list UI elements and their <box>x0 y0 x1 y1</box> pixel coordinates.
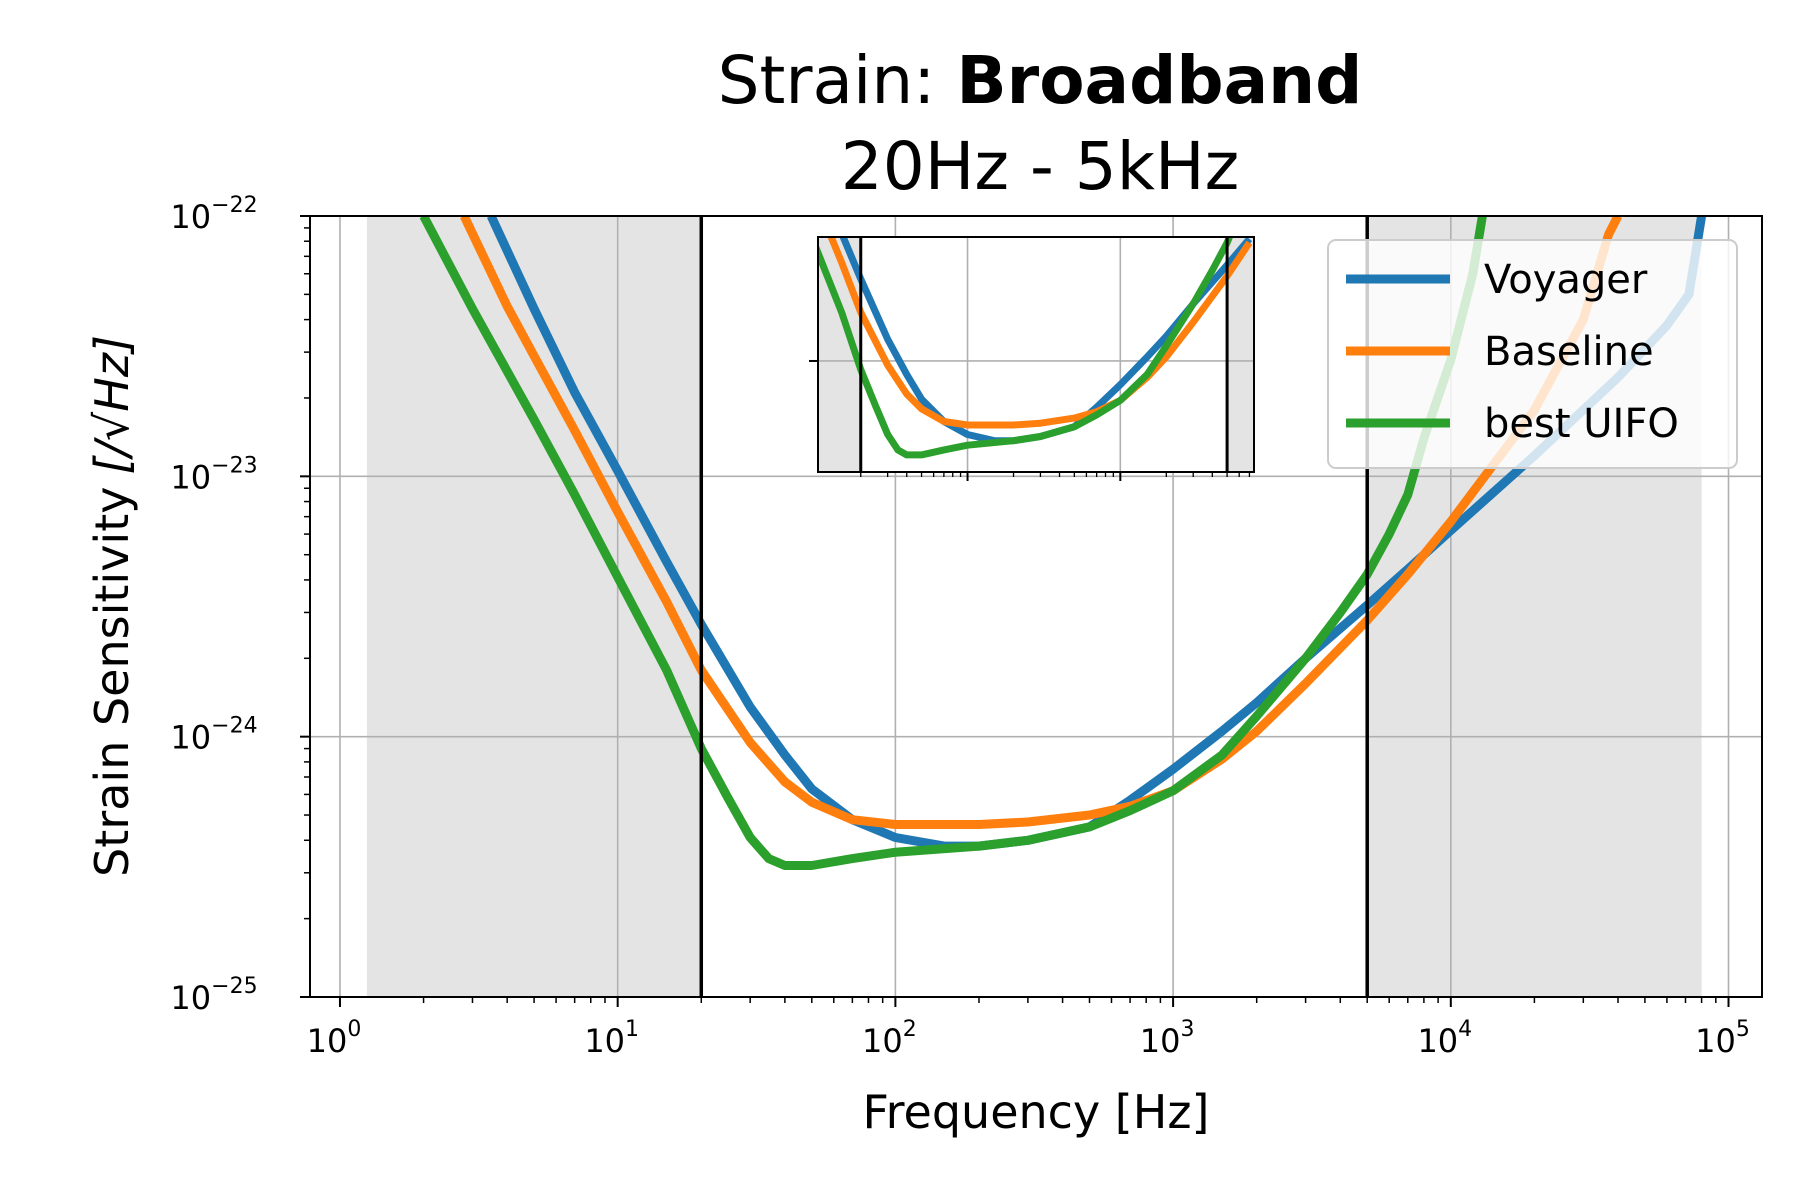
x-tick-base: 10 <box>1417 1022 1458 1060</box>
x-tick-exponent: 1 <box>625 1017 639 1042</box>
inset-series-line-baseline <box>827 237 1253 429</box>
y-tick-base: 10 <box>170 979 211 1017</box>
title-bold: Broadband <box>956 42 1362 119</box>
x-axis-ticks: 100 101 102 103 104 105 <box>307 997 1750 1060</box>
title-line-1: Strain: Broadband <box>718 42 1363 119</box>
y-tick-exponent: −23 <box>211 453 257 478</box>
legend-box <box>1327 239 1738 469</box>
x-tick-exponent: 5 <box>1736 1017 1750 1042</box>
y-tick-label: 10−25 <box>170 974 257 1017</box>
inset-frame <box>817 236 1255 473</box>
x-tick-base: 10 <box>584 1022 625 1060</box>
x-tick-exponent: 0 <box>347 1017 361 1042</box>
inset-series-line-best-uifo <box>818 237 1234 459</box>
x-tick-base: 10 <box>307 1022 348 1060</box>
y-axis-label: Strain Sensitivity [/√Hz] <box>85 335 139 877</box>
x-tick-label: 100 <box>307 1017 362 1060</box>
x-tick-exponent: 3 <box>1180 1017 1194 1042</box>
x-tick-base: 10 <box>1140 1022 1181 1060</box>
title-prefix: Strain: <box>718 42 957 119</box>
x-tick-label: 104 <box>1417 1017 1472 1060</box>
title-line-2: 20Hz - 5kHz <box>841 128 1240 205</box>
legend: Voyager Baseline best UIFO <box>1327 239 1738 469</box>
inset-shaded-region-0 <box>818 237 861 472</box>
legend-label-1: Baseline <box>1484 329 1654 375</box>
inset-zoom-plot <box>809 236 1255 481</box>
y-tick-exponent: −25 <box>211 974 257 999</box>
y-tick-label: 10−22 <box>170 193 257 236</box>
y-axis-label-text: Strain Sensitivity [/√Hz] <box>85 335 139 877</box>
legend-label-0: Voyager <box>1484 257 1648 303</box>
chart-title: Strain: Broadband 20Hz - 5kHz <box>718 42 1363 205</box>
legend-label-2: best UIFO <box>1484 401 1679 447</box>
y-tick-label: 10−24 <box>170 714 257 757</box>
y-tick-exponent: −22 <box>211 193 257 218</box>
x-tick-exponent: 4 <box>1458 1017 1472 1042</box>
x-axis-label: Frequency [Hz] <box>863 1085 1210 1139</box>
y-tick-label: 10−23 <box>170 453 257 496</box>
series-line-baseline <box>460 216 1623 829</box>
y-tick-base: 10 <box>170 198 211 236</box>
x-tick-label: 105 <box>1695 1017 1750 1060</box>
inset-shaded-region-1 <box>1227 237 1254 472</box>
x-tick-label: 103 <box>1140 1017 1195 1060</box>
y-tick-exponent: −24 <box>211 714 257 739</box>
shaded-region-0 <box>366 216 702 997</box>
x-tick-label: 101 <box>584 1017 639 1060</box>
series-layer <box>419 216 1707 870</box>
x-tick-label: 102 <box>862 1017 917 1060</box>
plot-frame <box>309 215 1763 998</box>
y-tick-base: 10 <box>170 719 211 757</box>
inset-content <box>818 237 1254 472</box>
y-axis-label-main: Strain Sensitivity <box>85 487 139 877</box>
series-line-best-uifo <box>419 216 1487 870</box>
y-tick-base: 10 <box>170 458 211 496</box>
y-axis-label-unit: [/√Hz] <box>85 335 139 474</box>
x-tick-base: 10 <box>1695 1022 1736 1060</box>
x-tick-exponent: 2 <box>903 1017 917 1042</box>
x-tick-base: 10 <box>862 1022 903 1060</box>
